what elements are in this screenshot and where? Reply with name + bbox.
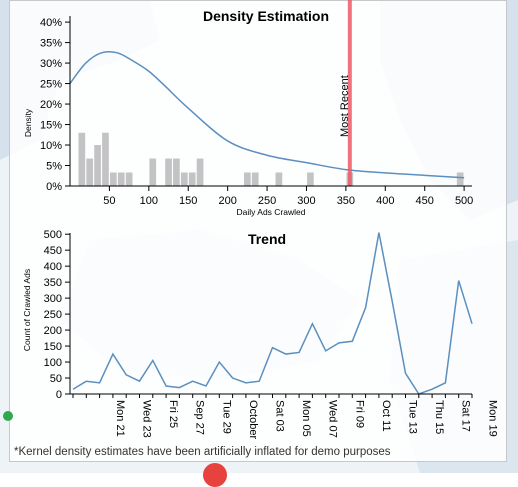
density-chart: Most Recent 0% 5% 10% 15% 20% 25% 30% 35% 40% 50 10…	[23, 0, 473, 217]
chart-panel	[9, 0, 507, 462]
y-tick-label: 5%	[46, 161, 62, 173]
y-axis-title: Density	[23, 108, 33, 137]
chart-title: Trend	[248, 231, 286, 247]
map-marker-red[interactable]	[203, 463, 227, 487]
x-tick-label: Tue 29	[220, 400, 232, 434]
y-tick-label: 450	[44, 245, 62, 257]
x-tick-label: Fri 09	[353, 400, 365, 428]
x-tick-label: 150	[179, 195, 197, 207]
x-tick-label: Tue 13	[407, 400, 419, 434]
x-tick-label: 400	[376, 195, 394, 207]
y-axis-title: Count of Crawled Ads	[22, 269, 32, 351]
y-tick-label: 50	[50, 373, 62, 385]
x-tick-label: 350	[337, 195, 355, 207]
histogram-bar	[251, 172, 259, 186]
x-tick-label: 50	[103, 195, 115, 207]
chart-title: Density Estimation	[203, 8, 329, 24]
histogram-bar	[102, 132, 109, 186]
map-marker-green[interactable]	[3, 411, 13, 421]
y-tick-label: 25%	[40, 79, 62, 91]
y-tick-label: 100	[44, 357, 62, 369]
charts-canvas: Most Recent 0% 5% 10% 15% 20% 25% 30% 35% 40% 50 10…	[22, 0, 498, 439]
histogram-bar	[307, 172, 314, 186]
histogram-bar	[173, 158, 180, 186]
y-tick-label: 200	[44, 325, 62, 337]
y-tick-label: 250	[44, 309, 62, 321]
x-tick-label: Wed 07	[327, 400, 339, 438]
x-tick-label: Wed 23	[141, 400, 153, 438]
x-tick-label: Sep 27	[194, 400, 206, 435]
x-tick-label: Mon 05	[300, 400, 312, 437]
histogram-bar	[196, 158, 204, 186]
histogram-bar	[180, 172, 188, 186]
x-tick-label: 300	[297, 195, 315, 207]
histogram-bar	[110, 172, 117, 186]
histogram-bar	[117, 172, 125, 186]
x-tick-label: Sat 17	[460, 400, 472, 432]
x-tick-label: Fri 25	[167, 400, 179, 428]
histogram-bar	[275, 172, 283, 186]
histogram-bar	[78, 132, 86, 186]
y-tick-label: 300	[44, 293, 62, 305]
density-curve	[69, 50, 465, 179]
histogram-bar	[94, 145, 101, 186]
y-tick-label: 500	[44, 229, 62, 241]
y-tick-label: 20%	[40, 99, 62, 111]
x-tick-label: Mon 21	[114, 400, 126, 437]
y-tick-label: 35%	[40, 38, 62, 50]
x-tick-label: 500	[455, 195, 473, 207]
marker-label: Most Recent	[339, 75, 351, 137]
y-tick-label: 0%	[46, 181, 62, 193]
y-tick-label: 350	[44, 277, 62, 289]
y-tick-label: 15%	[40, 120, 62, 132]
histogram-bar	[125, 172, 133, 186]
x-tick-label: Oct 11	[380, 400, 392, 432]
histogram-bar	[456, 172, 464, 186]
histogram-bar	[149, 158, 157, 186]
x-tick-label: Thu 15	[433, 400, 445, 434]
x-tick-label: October	[247, 400, 259, 439]
x-tick-label: 250	[258, 195, 276, 207]
histogram-bar	[86, 158, 94, 186]
histogram-bar	[165, 158, 172, 186]
histogram-bar	[188, 172, 196, 186]
y-tick-label: 10%	[40, 140, 62, 152]
x-tick-label: 100	[140, 195, 158, 207]
trend-line	[72, 232, 473, 395]
x-tick-label: 450	[416, 195, 434, 207]
x-axis-title: Daily Ads Crawled	[237, 207, 306, 217]
y-tick-label: 0	[56, 389, 62, 401]
x-tick-label: 200	[218, 195, 236, 207]
x-tick-label: Sat 03	[274, 400, 286, 432]
trend-chart: 0 50 100 150 200 250 300 350 400 450 500 Mon 21 Wed …	[22, 229, 498, 439]
histogram-bar	[244, 172, 251, 186]
y-tick-label: 150	[44, 341, 62, 353]
x-tick-label: Mon 19	[486, 400, 498, 437]
footnote: *Kernel density estimates have been arti…	[14, 446, 391, 458]
y-tick-label: 30%	[40, 58, 62, 70]
y-tick-label: 400	[44, 261, 62, 273]
y-tick-label: 40%	[40, 17, 62, 29]
